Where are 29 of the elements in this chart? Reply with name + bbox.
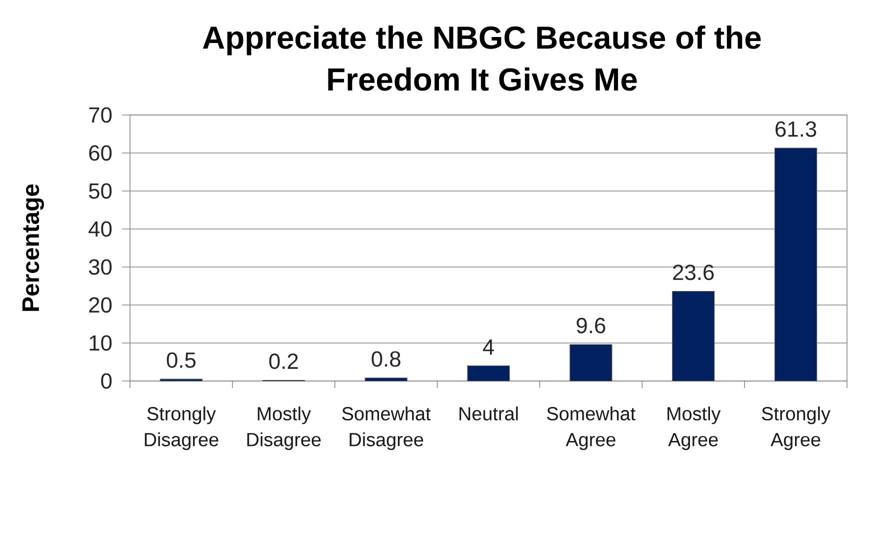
y-axis-title: Percentage: [22, 184, 44, 311]
y-tick-label: 60: [89, 145, 112, 161]
data-label: 0.8: [372, 351, 400, 367]
x-tick-label: Strongly Disagree: [144, 406, 218, 450]
y-tick-label: 10: [90, 335, 112, 351]
x-tick-label: Mostly Agree: [668, 406, 721, 450]
y-tick-label: 50: [88, 183, 112, 199]
bar: [570, 344, 612, 382]
y-tick-label: 20: [89, 297, 112, 313]
data-label: 23.6: [673, 264, 714, 280]
chart-title: Appreciate the NBGC Because of the Freedom It Gives Me: [202, 26, 761, 91]
y-tick-label: 30: [88, 259, 112, 275]
x-tick-label: Neutral: [460, 406, 518, 420]
x-tick-label: Mostly Disagree: [247, 406, 321, 450]
y-tick-label: 40: [88, 221, 112, 237]
data-label: 4: [482, 340, 494, 355]
data-label: 9.6: [576, 318, 606, 334]
bar: [364, 378, 408, 382]
x-tick-label: Somewhat Disagree: [342, 406, 431, 450]
bar: [774, 148, 818, 382]
data-label: 0.5: [166, 352, 196, 368]
y-tick-label: 0: [101, 373, 112, 389]
y-tick-label: 70: [89, 107, 112, 123]
x-tick-label: Strongly Agree: [762, 406, 830, 450]
data-label: 0.2: [269, 354, 298, 370]
x-tick-label: Somewhat Agree: [547, 406, 636, 450]
bar: [467, 365, 510, 382]
bar: [672, 291, 715, 382]
data-label: 61.3: [776, 121, 816, 137]
